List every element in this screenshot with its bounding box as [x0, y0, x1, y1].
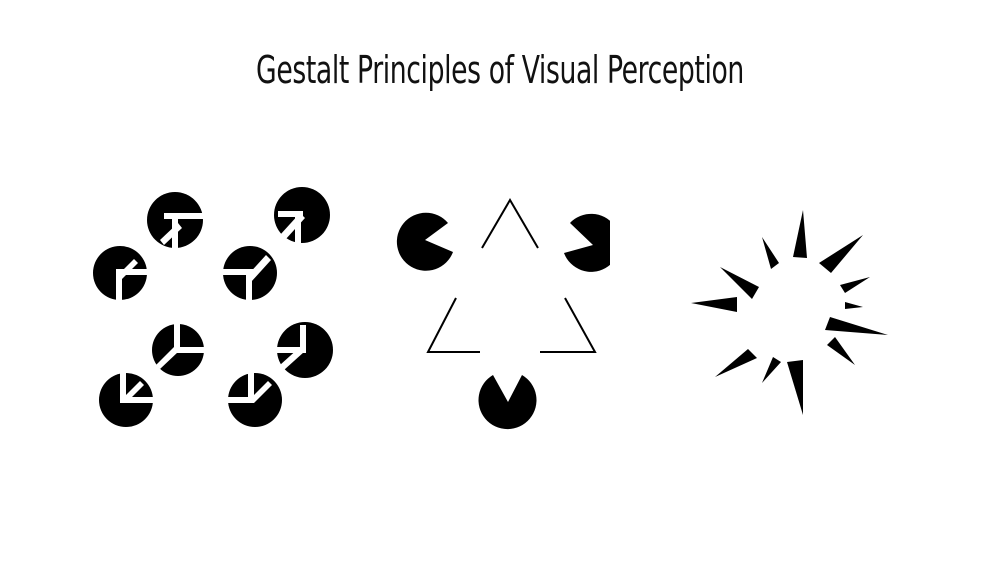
spike: [715, 349, 757, 377]
spike: [691, 297, 737, 312]
spike: [720, 267, 759, 299]
kanizsa-triangle-figure: [396, 198, 610, 430]
sphere-spikes: [691, 210, 888, 415]
spike: [819, 235, 863, 273]
spike: [827, 337, 855, 365]
spike: [840, 277, 870, 293]
spike: [793, 210, 807, 258]
cube-wire-cutouts: [116, 211, 306, 403]
spike: [762, 237, 779, 269]
outline-triangle-segments: [426, 198, 597, 353]
spike: [825, 317, 888, 335]
pacman-inducers: [396, 212, 610, 430]
spike: [762, 357, 781, 383]
pacman-inducer: [564, 213, 610, 272]
pacman-inducer: [396, 212, 453, 271]
triangle-left-corner-lines: [426, 297, 480, 353]
spike: [845, 302, 863, 309]
triangle-right-corner-lines: [540, 297, 597, 353]
pacman-inducer: [478, 375, 537, 430]
illusory-cube-figure: [93, 187, 333, 427]
triangle-apex-lines: [481, 198, 539, 249]
slide-title: Gestalt Principles of Visual Perception: [256, 48, 744, 92]
illusory-sphere-figure: [691, 210, 888, 415]
spike: [787, 360, 803, 415]
